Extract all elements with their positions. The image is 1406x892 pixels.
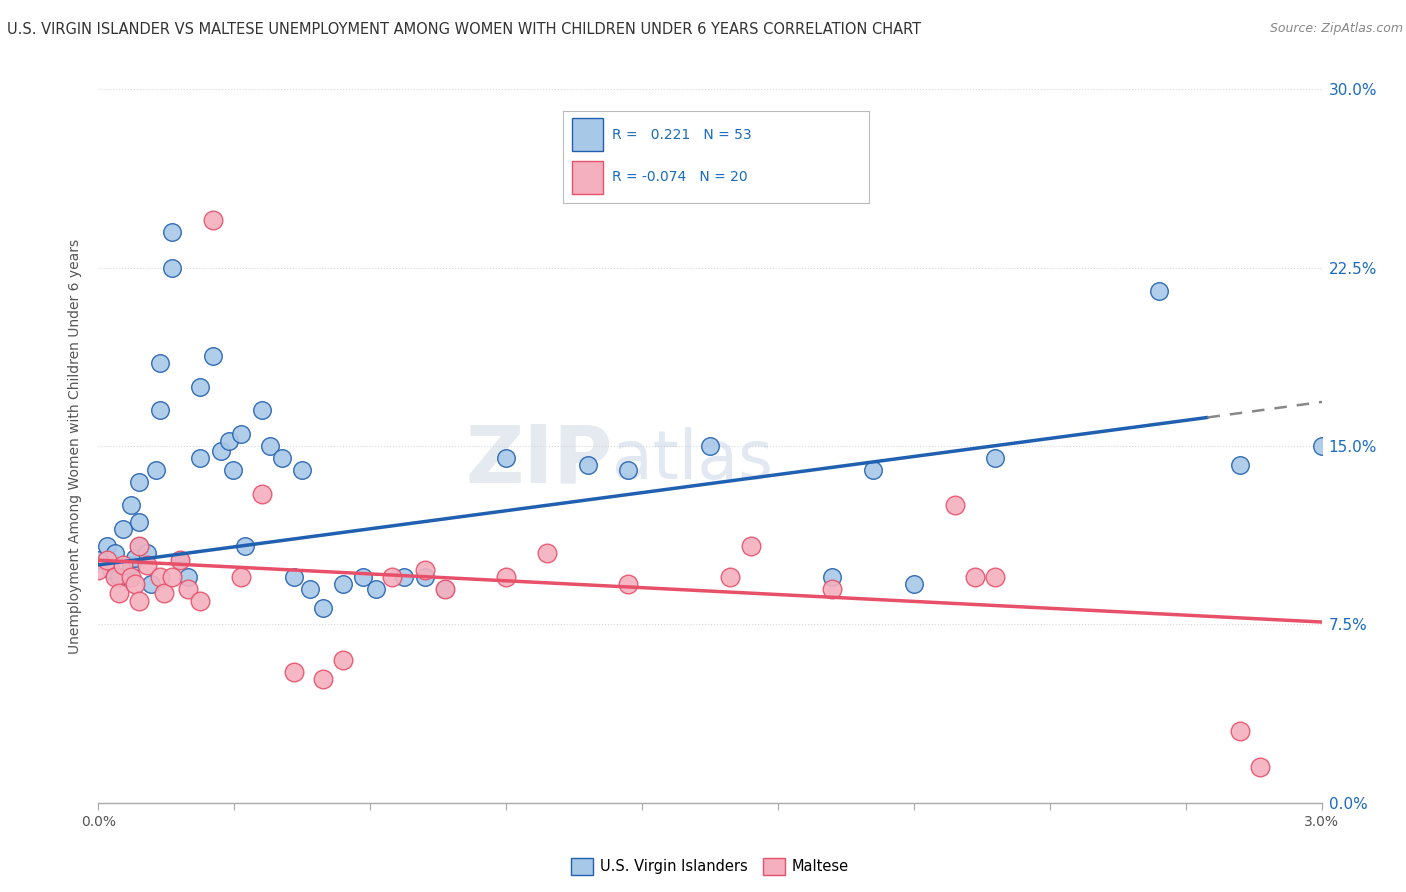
Point — [100, 563, 122, 577]
Point — [821, 570, 844, 584]
Point — [413, 570, 436, 584]
Point — [903, 577, 925, 591]
Point — [108, 570, 131, 584]
Point — [311, 600, 335, 615]
Point — [96, 539, 118, 553]
Point — [1310, 439, 1333, 453]
Point — [1229, 458, 1251, 472]
Point — [128, 539, 150, 553]
Point — [984, 570, 1007, 584]
Point — [149, 570, 172, 584]
Point — [617, 463, 640, 477]
Point — [392, 570, 416, 584]
Point — [364, 582, 387, 596]
Point — [160, 260, 183, 275]
Text: R = -0.074   N = 20: R = -0.074 N = 20 — [612, 170, 748, 185]
Point — [124, 577, 146, 591]
Point — [229, 427, 253, 442]
Point — [160, 570, 183, 584]
Point — [311, 672, 335, 686]
Point — [250, 486, 273, 500]
Text: R =   0.221   N = 53: R = 0.221 N = 53 — [612, 128, 752, 142]
Point — [124, 550, 146, 565]
Point — [136, 558, 159, 572]
Point — [108, 586, 131, 600]
Point — [433, 582, 456, 596]
Point — [169, 553, 191, 567]
Point — [576, 458, 599, 472]
Point — [128, 593, 150, 607]
Point — [270, 450, 292, 465]
Point — [104, 570, 127, 584]
Point — [291, 463, 314, 477]
Text: U.S. VIRGIN ISLANDER VS MALTESE UNEMPLOYMENT AMONG WOMEN WITH CHILDREN UNDER 6 Y: U.S. VIRGIN ISLANDER VS MALTESE UNEMPLOY… — [7, 22, 921, 37]
Point — [188, 450, 212, 465]
Text: atlas: atlas — [612, 427, 773, 493]
Point — [821, 582, 844, 596]
Point — [188, 593, 212, 607]
Point — [201, 213, 224, 227]
Point — [218, 434, 240, 449]
Point — [283, 570, 305, 584]
Point — [87, 553, 110, 567]
Point — [617, 577, 640, 591]
Legend: U.S. Virgin Islanders, Maltese: U.S. Virgin Islanders, Maltese — [565, 852, 855, 881]
Point — [495, 570, 517, 584]
Point — [152, 586, 174, 600]
Point — [128, 515, 150, 529]
Point — [963, 570, 986, 584]
Point — [299, 582, 322, 596]
Point — [259, 439, 281, 453]
Point — [177, 582, 200, 596]
Point — [96, 553, 118, 567]
Point — [120, 499, 142, 513]
Bar — [572, 118, 603, 152]
Text: Source: ZipAtlas.com: Source: ZipAtlas.com — [1270, 22, 1403, 36]
Point — [332, 577, 354, 591]
Point — [1147, 285, 1170, 299]
Point — [352, 570, 374, 584]
Point — [177, 570, 200, 584]
Point — [1229, 724, 1251, 739]
Bar — [572, 161, 603, 194]
Point — [332, 653, 354, 667]
Point — [250, 403, 273, 417]
Point — [209, 443, 232, 458]
Point — [740, 539, 762, 553]
Point — [136, 546, 159, 560]
Point — [536, 546, 558, 560]
Point — [111, 522, 134, 536]
Y-axis label: Unemployment Among Women with Children Under 6 years: Unemployment Among Women with Children U… — [69, 238, 83, 654]
Point — [495, 450, 517, 465]
Point — [149, 403, 172, 417]
Text: ZIP: ZIP — [465, 421, 612, 500]
Point — [222, 463, 245, 477]
Point — [87, 563, 110, 577]
Point — [413, 563, 436, 577]
Point — [145, 463, 167, 477]
Point — [233, 539, 256, 553]
Point — [128, 539, 150, 553]
Point — [149, 356, 172, 370]
Point — [160, 225, 183, 239]
Point — [104, 546, 127, 560]
Point — [141, 577, 163, 591]
Point — [433, 582, 456, 596]
Point — [862, 463, 884, 477]
Point — [699, 439, 721, 453]
Point — [120, 570, 142, 584]
Point — [381, 570, 404, 584]
Point — [188, 379, 212, 393]
Point — [201, 349, 224, 363]
Point — [718, 570, 742, 584]
Point — [120, 558, 142, 572]
Point — [128, 475, 150, 489]
Point — [111, 558, 134, 572]
Point — [984, 450, 1007, 465]
Point — [229, 570, 253, 584]
Point — [943, 499, 966, 513]
Point — [283, 665, 305, 679]
Point — [169, 553, 191, 567]
Point — [1249, 760, 1271, 774]
